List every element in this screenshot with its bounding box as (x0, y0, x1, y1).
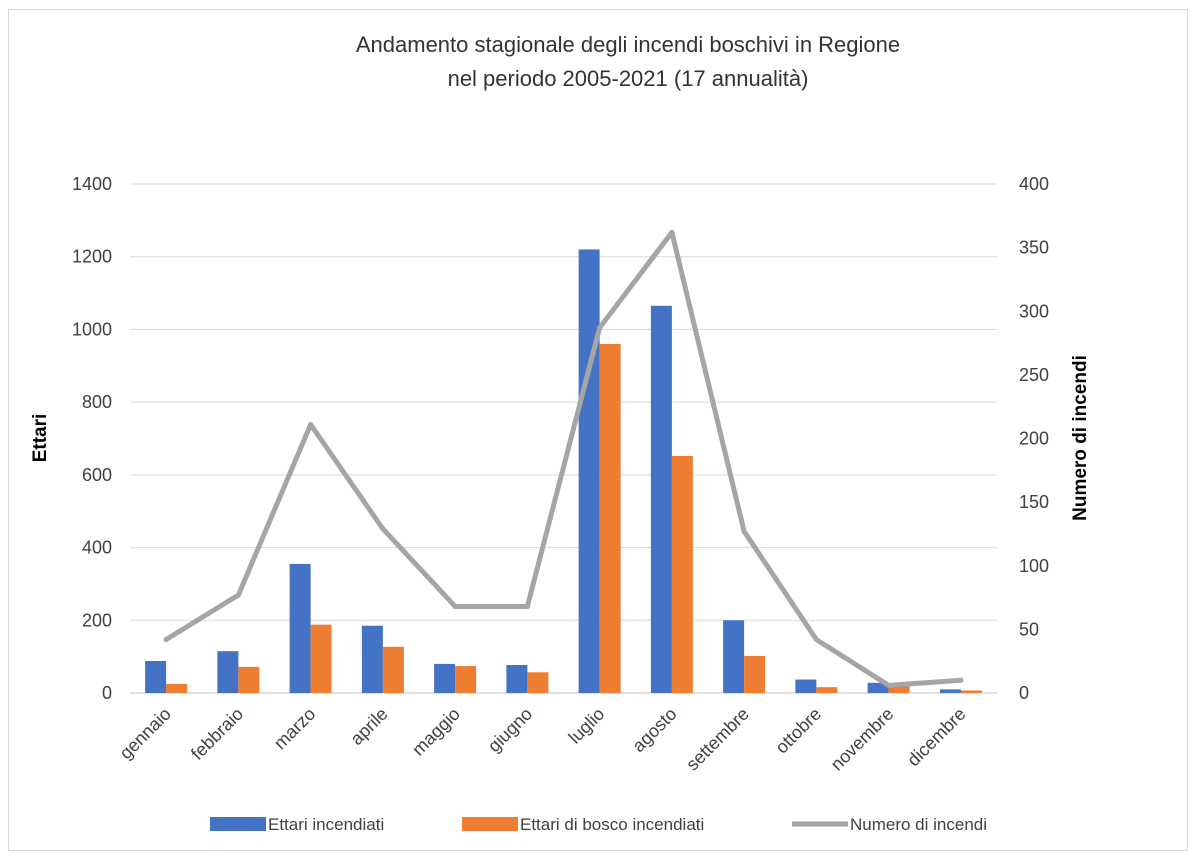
bar-ettari-bosco (671, 455, 693, 693)
category-label: gennaio (116, 704, 175, 763)
line-point (452, 603, 458, 609)
line-point (308, 422, 314, 428)
category-label: luglio (565, 704, 609, 748)
bar-ettari-incendiati (361, 625, 383, 693)
category-label: maggio (408, 704, 464, 760)
category-label: dicembre (903, 704, 969, 770)
bar-ettari-incendiati (723, 620, 745, 693)
right-tick-label: 400 (1019, 174, 1049, 194)
right-tick-label: 0 (1019, 683, 1029, 703)
bar-ettari-bosco (310, 624, 332, 693)
line-point (813, 637, 819, 643)
line-numero-incendi (163, 229, 964, 688)
category-axis-labels: gennaio febbraio marzo aprile maggio giugno lu… (116, 704, 970, 775)
legend-label: Ettari di bosco incendiati (520, 815, 704, 834)
line-point (380, 526, 386, 532)
bar-ettari-bosco (527, 672, 549, 693)
category-label: aprile (346, 704, 391, 749)
legend-label: Ettari incendiati (268, 815, 384, 834)
line-point (669, 229, 675, 235)
line-point (886, 682, 892, 688)
legend-label: Numero di incendi (850, 815, 987, 834)
bar-ettari-incendiati (650, 305, 672, 693)
bar-ettari-bosco (599, 343, 621, 693)
left-tick-label: 400 (82, 538, 112, 558)
right-tick-label: 200 (1019, 429, 1049, 449)
bar-ettari-incendiati (145, 661, 167, 693)
category-label: agosto (628, 704, 680, 756)
left-tick-label: 0 (102, 683, 112, 703)
right-tick-label: 250 (1019, 365, 1049, 385)
left-tick-label: 1200 (72, 247, 112, 267)
category-label: ottobre (771, 704, 825, 758)
category-label: giugno (484, 704, 536, 756)
bar-ettari-bosco (744, 655, 766, 693)
left-tick-label: 200 (82, 610, 112, 630)
line-point (741, 528, 747, 534)
right-axis-title: Numero di incendi (1070, 355, 1091, 521)
bar-ettari-incendiati (434, 663, 456, 693)
bar-ettari-incendiati (578, 249, 600, 693)
line-point (524, 603, 530, 609)
right-tick-label: 350 (1019, 238, 1049, 258)
chart-frame (8, 9, 1188, 851)
bar-ettari-incendiati (867, 682, 889, 693)
line-point (958, 677, 964, 683)
bar-ettari-bosco (960, 690, 982, 693)
left-tick-label: 1000 (72, 319, 112, 339)
left-tick-label: 800 (82, 392, 112, 412)
line-group (163, 229, 964, 688)
chart-title: Andamento stagionale degli incendi bosch… (356, 32, 900, 57)
bar-ettari-incendiati (506, 665, 528, 693)
left-axis-ticks: 0 200 400 600 800 1000 1200 1400 (72, 174, 112, 703)
bar-ettari-bosco (816, 687, 838, 693)
right-tick-label: 50 (1019, 619, 1039, 639)
legend-swatch (210, 817, 266, 831)
chart-subtitle: nel periodo 2005-2021 (17 annualità) (448, 66, 809, 91)
line-point (235, 592, 241, 598)
left-tick-label: 600 (82, 465, 112, 485)
gridlines (130, 183, 997, 694)
right-tick-label: 150 (1019, 492, 1049, 512)
category-label: febbraio (187, 704, 247, 764)
bar-ettari-bosco (888, 686, 910, 693)
line-point (163, 637, 169, 643)
bar-ettari-bosco (455, 666, 477, 693)
category-label: marzo (270, 704, 320, 754)
right-tick-label: 300 (1019, 301, 1049, 321)
bar-ettari-incendiati (795, 679, 817, 693)
left-tick-label: 1400 (72, 174, 112, 194)
left-axis-title: Ettari (30, 414, 51, 463)
right-axis-ticks: 0 50 100 150 200 250 300 350 400 (1019, 174, 1049, 703)
category-label: settembre (682, 704, 753, 775)
bar-ettari-bosco (166, 683, 188, 693)
bars-group (145, 249, 982, 693)
bar-ettari-incendiati (939, 689, 961, 693)
line-point (597, 325, 603, 331)
bar-ettari-incendiati (217, 651, 239, 693)
bar-ettari-bosco (382, 646, 404, 693)
bar-ettari-incendiati (289, 563, 311, 693)
legend-swatch (462, 817, 518, 831)
bar-ettari-bosco (238, 666, 260, 693)
category-label: novembre (827, 704, 898, 775)
right-tick-label: 100 (1019, 556, 1049, 576)
legend: Ettari incendiati Ettari di bosco incendi… (210, 815, 987, 834)
